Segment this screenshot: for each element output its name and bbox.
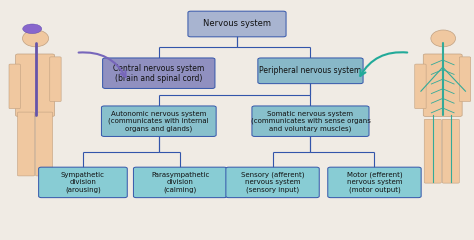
FancyBboxPatch shape: [18, 112, 35, 176]
FancyBboxPatch shape: [9, 64, 20, 109]
FancyBboxPatch shape: [442, 119, 459, 183]
FancyBboxPatch shape: [50, 57, 61, 102]
Text: Autonomic nervous system
(communicates with internal
organs and glands): Autonomic nervous system (communicates w…: [109, 111, 209, 132]
FancyBboxPatch shape: [424, 119, 441, 183]
FancyBboxPatch shape: [101, 106, 216, 136]
Text: Somatic nervous system
(communicates with sense organs
and voluntary muscles): Somatic nervous system (communicates wit…: [251, 111, 370, 132]
Text: Sympathetic
division
(arousing): Sympathetic division (arousing): [61, 172, 105, 193]
Text: Sensory (afferent)
nervous system
(sensory input): Sensory (afferent) nervous system (senso…: [241, 172, 304, 193]
FancyBboxPatch shape: [328, 167, 421, 198]
Text: Central nervous system
(brain and spinal cord): Central nervous system (brain and spinal…: [113, 64, 204, 83]
Text: Motor (efferent)
nervous system
(motor output): Motor (efferent) nervous system (motor o…: [346, 172, 402, 193]
FancyBboxPatch shape: [252, 106, 369, 136]
FancyBboxPatch shape: [415, 64, 426, 109]
FancyBboxPatch shape: [36, 112, 53, 176]
Ellipse shape: [22, 30, 48, 47]
FancyBboxPatch shape: [423, 54, 462, 116]
FancyBboxPatch shape: [38, 167, 127, 198]
FancyBboxPatch shape: [16, 54, 55, 116]
Text: Peripheral nervous system: Peripheral nervous system: [259, 66, 362, 75]
Ellipse shape: [23, 24, 42, 34]
FancyBboxPatch shape: [258, 58, 363, 84]
FancyBboxPatch shape: [133, 167, 227, 198]
FancyBboxPatch shape: [226, 167, 319, 198]
Ellipse shape: [431, 30, 456, 47]
Text: Nervous system: Nervous system: [203, 19, 271, 29]
FancyBboxPatch shape: [102, 58, 215, 89]
FancyBboxPatch shape: [188, 11, 286, 37]
Text: Parasympathetic
division
(calming): Parasympathetic division (calming): [151, 172, 210, 193]
FancyBboxPatch shape: [459, 57, 471, 102]
